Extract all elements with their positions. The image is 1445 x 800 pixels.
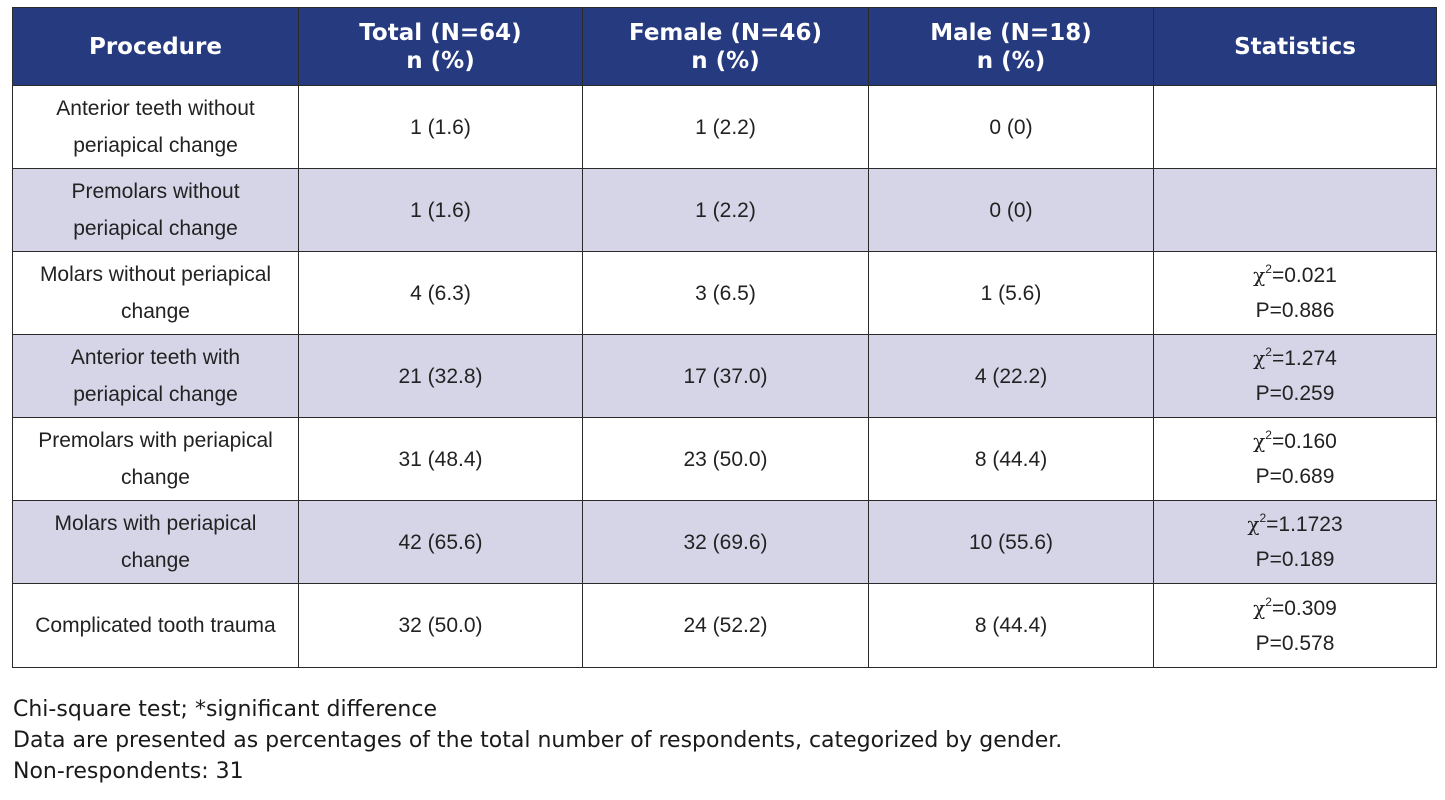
- table-header-row: Procedure Total (N=64) n (%) Female (N=4…: [12, 7, 1437, 86]
- table-row: Anterior teeth with periapical change 21…: [12, 334, 1437, 418]
- chi-value-text: =0.309: [1271, 596, 1337, 620]
- table-row: Molars without periapical change 4 (6.3)…: [12, 251, 1437, 335]
- procedure-statistics-table: Procedure Total (N=64) n (%) Female (N=4…: [12, 7, 1437, 668]
- cell-female: 17 (37.0): [582, 334, 869, 418]
- cell-total: 1 (1.6): [298, 85, 583, 169]
- chi-square-value: χ2=0.309: [1164, 591, 1426, 626]
- p-value: P=0.578: [1255, 631, 1335, 655]
- table-row: Premolars with periapical change 31 (48.…: [12, 417, 1437, 501]
- cell-male: 10 (55.6): [868, 500, 1154, 584]
- chi-superscript: 2: [1265, 345, 1272, 359]
- chi-square-value: χ2=1.1723: [1164, 507, 1426, 542]
- header-total: Total (N=64) n (%): [298, 7, 583, 86]
- header-statistics: Statistics: [1153, 7, 1437, 86]
- cell-male: 8 (44.4): [868, 417, 1154, 501]
- header-procedure-label: Procedure: [88, 33, 222, 60]
- footnote-non-respondents: Non-respondents: 31: [13, 759, 244, 784]
- cell-female: 1 (2.2): [582, 168, 869, 252]
- header-total-unit: n (%): [406, 47, 475, 74]
- chi-square-value: χ2=0.160: [1164, 424, 1426, 459]
- cell-statistics: [1153, 168, 1437, 252]
- chi-symbol: χ: [1253, 346, 1266, 370]
- cell-total: 1 (1.6): [298, 168, 583, 252]
- results-table-container: Procedure Total (N=64) n (%) Female (N=4…: [12, 7, 1437, 668]
- cell-female: 32 (69.6): [582, 500, 869, 584]
- chi-symbol: χ: [1253, 595, 1266, 620]
- cell-total: 21 (32.8): [298, 334, 583, 418]
- header-statistics-label: Statistics: [1234, 33, 1356, 60]
- table-row: Premolars without periapical change 1 (1…: [12, 168, 1437, 252]
- chi-square-value: χ2=0.021: [1164, 258, 1426, 293]
- cell-statistics: [1153, 85, 1437, 169]
- table-row: Anterior teeth without periapical change…: [12, 85, 1437, 169]
- chi-value-text: =1.274: [1271, 347, 1337, 370]
- chi-superscript: 2: [1259, 511, 1267, 525]
- footnote-test: Chi-square test; *significant difference: [13, 697, 437, 722]
- cell-statistics: χ2=0.309 P=0.578: [1153, 583, 1437, 668]
- cell-statistics: χ2=0.160 P=0.689: [1153, 417, 1437, 501]
- cell-procedure: Premolars with periapical change: [12, 417, 299, 501]
- header-female-unit: n (%): [691, 47, 760, 74]
- header-male-label: Male (N=18): [930, 19, 1092, 46]
- cell-statistics: χ2=0.021 P=0.886: [1153, 251, 1437, 335]
- chi-value-text: =0.160: [1271, 430, 1337, 453]
- table-row: Molars with periapical change 42 (65.6) …: [12, 500, 1437, 584]
- cell-procedure: Anterior teeth without periapical change: [12, 85, 299, 169]
- chi-superscript: 2: [1265, 428, 1272, 442]
- header-female-label: Female (N=46): [629, 19, 822, 46]
- chi-symbol: χ: [1253, 263, 1266, 287]
- cell-total: 31 (48.4): [298, 417, 583, 501]
- p-value: P=0.886: [1255, 299, 1335, 322]
- cell-female: 1 (2.2): [582, 85, 869, 169]
- cell-total: 42 (65.6): [298, 500, 583, 584]
- cell-total: 32 (50.0): [298, 583, 583, 668]
- cell-female: 24 (52.2): [582, 583, 869, 668]
- chi-symbol: χ: [1253, 429, 1266, 453]
- chi-symbol: χ: [1247, 512, 1260, 536]
- cell-total: 4 (6.3): [298, 251, 583, 335]
- cell-procedure: Premolars without periapical change: [12, 168, 299, 252]
- chi-value-text: =0.021: [1271, 264, 1337, 287]
- cell-male: 8 (44.4): [868, 583, 1154, 668]
- cell-male: 0 (0): [868, 85, 1154, 169]
- cell-male: 4 (22.2): [868, 334, 1154, 418]
- cell-procedure: Molars with periapical change: [12, 500, 299, 584]
- chi-value-text: =1.1723: [1266, 513, 1343, 536]
- chi-square-value: χ2=1.274: [1164, 341, 1426, 376]
- cell-female: 3 (6.5): [582, 251, 869, 335]
- p-value: P=0.259: [1255, 382, 1335, 405]
- p-value: P=0.689: [1255, 465, 1335, 488]
- table-footnotes: Chi-square test; *significant difference…: [13, 694, 1062, 787]
- chi-superscript: 2: [1265, 594, 1272, 609]
- cell-statistics: χ2=1.1723 P=0.189: [1153, 500, 1437, 584]
- cell-statistics: χ2=1.274 P=0.259: [1153, 334, 1437, 418]
- cell-procedure: Molars without periapical change: [12, 251, 299, 335]
- header-male-unit: n (%): [976, 47, 1046, 74]
- cell-procedure: Complicated tooth trauma: [12, 583, 299, 668]
- cell-female: 23 (50.0): [582, 417, 869, 501]
- header-procedure: Procedure: [12, 7, 299, 86]
- cell-procedure: Anterior teeth with periapical change: [12, 334, 299, 418]
- footnote-data-note: Data are presented as percentages of the…: [13, 728, 1063, 753]
- header-total-label: Total (N=64): [359, 19, 522, 46]
- table-row: Complicated tooth trauma 32 (50.0) 24 (5…: [12, 583, 1437, 668]
- cell-male: 1 (5.6): [868, 251, 1154, 335]
- chi-superscript: 2: [1265, 262, 1272, 276]
- cell-male: 0 (0): [868, 168, 1154, 252]
- header-male: Male (N=18) n (%): [868, 7, 1154, 86]
- header-female: Female (N=46) n (%): [582, 7, 869, 86]
- p-value: P=0.189: [1255, 548, 1335, 571]
